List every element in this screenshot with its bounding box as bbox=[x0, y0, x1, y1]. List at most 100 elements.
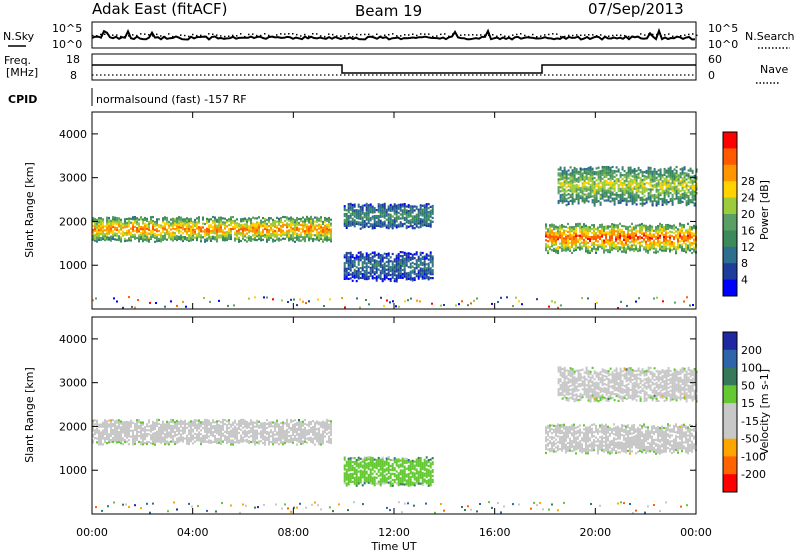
heatmap-cell bbox=[220, 434, 222, 438]
heatmap-cell bbox=[633, 244, 635, 247]
heatmap-cell bbox=[417, 208, 420, 211]
heatmap-cell bbox=[691, 248, 693, 251]
heatmap-cell bbox=[561, 177, 564, 181]
heatmap-cell bbox=[603, 181, 606, 184]
heatmap-cell bbox=[571, 236, 573, 239]
heatmap-cell bbox=[609, 180, 612, 183]
noise-search-dot bbox=[668, 33, 670, 35]
heatmap-cell bbox=[575, 229, 577, 232]
noise-search-dot bbox=[116, 34, 118, 36]
heatmap-cell bbox=[639, 241, 641, 244]
heatmap-cell bbox=[353, 264, 356, 267]
heatmap-cell bbox=[174, 220, 176, 223]
heatmap-cell bbox=[597, 176, 600, 179]
heatmap-cell bbox=[693, 202, 696, 205]
heatmap-cell bbox=[138, 440, 140, 443]
heatmap-cell bbox=[695, 192, 698, 195]
heatmap-cell bbox=[373, 253, 376, 256]
heatmap-cell bbox=[214, 230, 216, 233]
heatmap-cell bbox=[355, 220, 358, 223]
heatmap-cell bbox=[134, 438, 136, 441]
heatmap-cell bbox=[254, 421, 256, 424]
heatmap-cell bbox=[685, 186, 688, 189]
heatmap-cell bbox=[671, 241, 673, 244]
heatmap-cell bbox=[166, 220, 168, 224]
heatmap-cell bbox=[137, 299, 139, 301]
heatmap-cell bbox=[158, 434, 160, 437]
heatmap-cell bbox=[669, 168, 672, 171]
heatmap-cell bbox=[373, 217, 376, 220]
noise-search-dot bbox=[644, 34, 646, 36]
heatmap-cell bbox=[518, 300, 520, 303]
heatmap-cell bbox=[198, 427, 200, 430]
heatmap-cell bbox=[166, 434, 168, 437]
heatmap-cell bbox=[557, 186, 560, 189]
heatmap-cell bbox=[92, 232, 94, 235]
heatmap-cell bbox=[635, 183, 638, 186]
heatmap-cell bbox=[557, 238, 559, 241]
heatmap-cell bbox=[571, 196, 574, 199]
heatmap-cell bbox=[379, 254, 382, 257]
heatmap-cell bbox=[280, 221, 282, 224]
heatmap-cell bbox=[106, 422, 108, 425]
heatmap-cell bbox=[206, 221, 208, 224]
heatmap-cell bbox=[170, 426, 172, 429]
heatmap-cell bbox=[240, 418, 242, 422]
noise-search-dot bbox=[536, 36, 538, 38]
heatmap-cell bbox=[120, 420, 122, 423]
heatmap-cell bbox=[375, 216, 378, 220]
heatmap-cell bbox=[379, 223, 382, 226]
heatmap-cell bbox=[154, 236, 156, 239]
heatmap-cell bbox=[359, 257, 362, 260]
heatmap-cell bbox=[651, 233, 653, 236]
heatmap-cell bbox=[222, 422, 224, 425]
heatmap-cell bbox=[429, 255, 432, 258]
heatmap-cell bbox=[188, 239, 190, 242]
heatmap-cell bbox=[112, 216, 114, 219]
heatmap-cell bbox=[176, 439, 178, 442]
heatmap-cell bbox=[294, 222, 296, 226]
heatmap-cell bbox=[563, 233, 565, 236]
heatmap-cell bbox=[595, 240, 597, 243]
heatmap-cell bbox=[104, 433, 106, 436]
heatmap-cell bbox=[557, 182, 560, 185]
heatmap-cell bbox=[108, 425, 110, 428]
heatmap-cell bbox=[274, 239, 276, 242]
heatmap-cell bbox=[673, 245, 675, 249]
heatmap-cell bbox=[571, 243, 573, 247]
heatmap-cell bbox=[178, 422, 180, 426]
heatmap-cell bbox=[585, 185, 588, 188]
heatmap-cell bbox=[276, 230, 278, 233]
heatmap-cell bbox=[226, 430, 228, 433]
heatmap-cell bbox=[661, 201, 664, 204]
heatmap-cell bbox=[126, 223, 128, 226]
heatmap-cell bbox=[659, 186, 662, 189]
heatmap-cell bbox=[559, 172, 562, 175]
heatmap-cell bbox=[603, 251, 605, 254]
heatmap-cell bbox=[557, 306, 559, 309]
heatmap-cell bbox=[597, 236, 599, 239]
heatmap-cell bbox=[280, 234, 282, 237]
heatmap-cell bbox=[124, 433, 126, 436]
heatmap-cell bbox=[681, 249, 683, 252]
heatmap-cell bbox=[258, 226, 260, 229]
heatmap-cell bbox=[691, 234, 693, 237]
heatmap-cell bbox=[186, 232, 188, 236]
heatmap-cell bbox=[347, 258, 350, 261]
heatmap-cell bbox=[653, 193, 656, 196]
heatmap-cell bbox=[557, 178, 560, 181]
heatmap-cell bbox=[695, 178, 698, 181]
heatmap-cell bbox=[270, 431, 272, 434]
heatmap-cell bbox=[266, 422, 268, 426]
heatmap-cell bbox=[641, 244, 643, 247]
heatmap-cell bbox=[148, 222, 150, 225]
heatmap-cell bbox=[146, 233, 148, 236]
heatmap-cell bbox=[240, 220, 242, 223]
heatmap-cell bbox=[162, 221, 164, 224]
heatmap-cell bbox=[92, 421, 94, 424]
heatmap-cell bbox=[142, 441, 144, 444]
heatmap-cell bbox=[573, 243, 575, 246]
heatmap-cell bbox=[589, 226, 591, 229]
heatmap-cell bbox=[599, 225, 601, 229]
